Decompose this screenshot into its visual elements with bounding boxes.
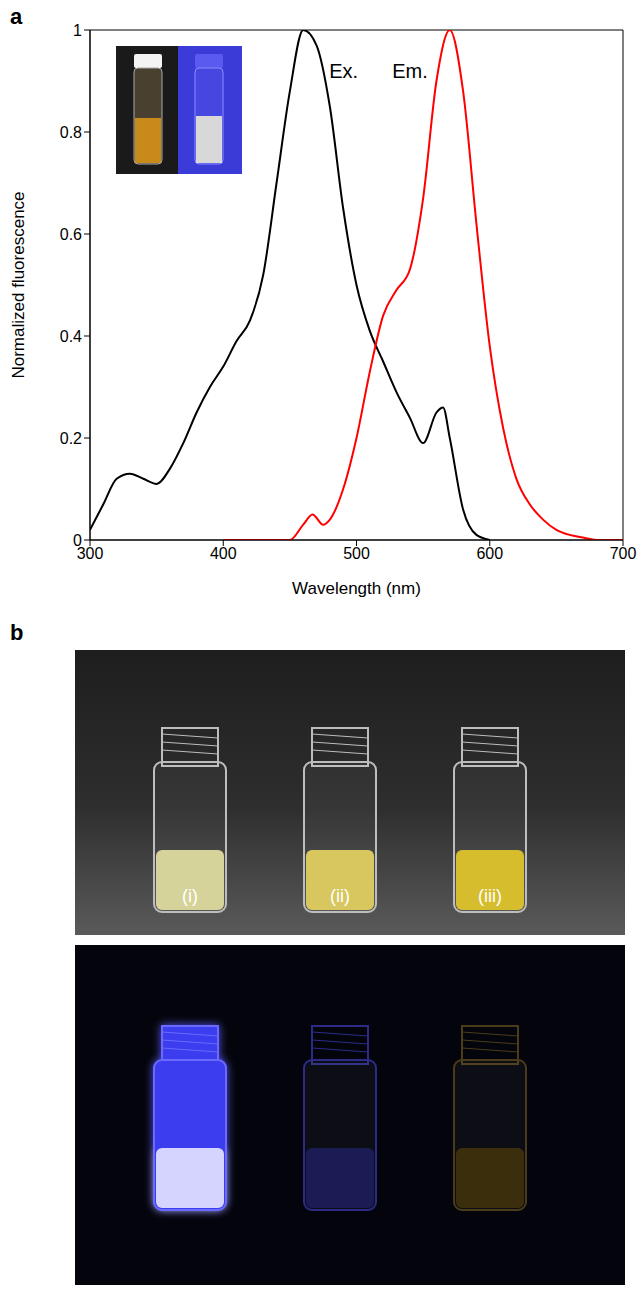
html-text:a: a <box>10 4 23 29</box>
svg-text:0.4: 0.4 <box>60 328 82 345</box>
svg-text:(i): (i) <box>182 886 198 906</box>
svg-text:Normalized fluorescence: Normalized fluorescence <box>9 191 28 378</box>
svg-text:700: 700 <box>610 545 637 562</box>
svg-text:0.2: 0.2 <box>60 430 82 447</box>
svg-text:600: 600 <box>476 545 503 562</box>
svg-text:Wavelength (nm): Wavelength (nm) <box>292 579 421 598</box>
svg-text:0.8: 0.8 <box>60 124 82 141</box>
html-text:b: b <box>10 620 24 645</box>
svg-text:(iii): (iii) <box>478 886 502 906</box>
svg-text:0: 0 <box>73 532 82 549</box>
svg-text:500: 500 <box>343 545 370 562</box>
svg-text:0.6: 0.6 <box>60 226 82 243</box>
svg-text:300: 300 <box>76 545 104 563</box>
svg-text:(ii): (ii) <box>330 886 350 906</box>
svg-text:Em.: Em. <box>392 60 428 82</box>
svg-text:400: 400 <box>210 545 237 562</box>
svg-text:Ex.: Ex. <box>329 60 358 82</box>
svg-text:1: 1 <box>73 22 82 39</box>
